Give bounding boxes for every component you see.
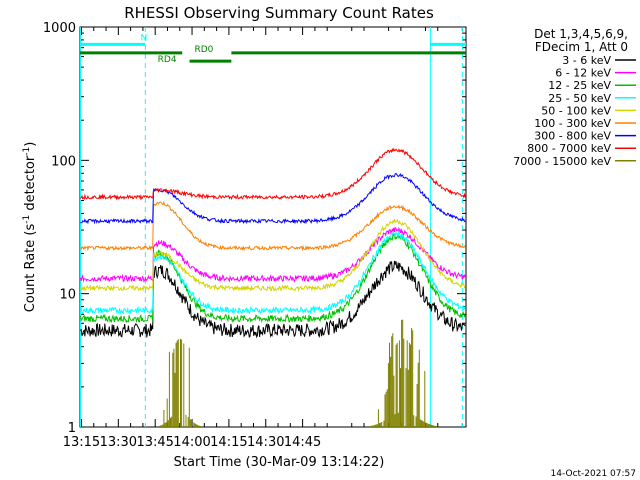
legend-label-6: 300 - 800 keV: [534, 130, 611, 143]
legend-label-4: 50 - 100 keV: [541, 104, 611, 117]
legend-label-0: 3 - 6 keV: [562, 54, 611, 67]
series-line-1: [80, 226, 466, 283]
series-line-6: [80, 172, 466, 225]
plot-area: 13:15 13:30 13:45 14:00 14:15 14:30 14:45 1 10 10…: [43, 21, 467, 450]
chart-title: RHESSI Observing Summary Count Rates: [124, 4, 434, 22]
series-line-3: [80, 230, 466, 315]
y-axis-label: Count Rate (s-1 detector-1): [22, 142, 38, 313]
legend-label-8: 7000 - 15000 keV: [513, 155, 611, 168]
legend-label-1: 6 - 12 keV: [555, 67, 611, 80]
y-label-mid: detector: [23, 155, 38, 215]
y-label-sup2: -1: [22, 147, 32, 156]
x-tick-label: 14:15: [210, 435, 247, 450]
series-line-4: [80, 218, 466, 293]
y-label-main: Count Rate (s: [23, 224, 38, 313]
legend-label-7: 800 - 7000 keV: [527, 142, 611, 155]
y-tick-label: 1: [68, 421, 76, 436]
legend-header-2: FDecim 1, Att 0: [535, 40, 628, 54]
x-tick-label: 14:30: [247, 435, 284, 450]
y-tick-label: 10: [59, 288, 76, 303]
x-tick-label: 13:45: [136, 435, 173, 450]
legend-label-5: 100 - 300 keV: [534, 117, 611, 130]
x-tick-label: 14:45: [284, 435, 321, 450]
x-tick-label: 13:15: [63, 435, 100, 450]
legend-label-3: 25 - 50 keV: [548, 92, 611, 105]
x-tick-label: 13:30: [100, 435, 137, 450]
legend-label-2: 12 - 25 keV: [548, 79, 611, 92]
state-label-rd4: RD4: [158, 55, 177, 65]
x-axis-label: Start Time (30-Mar-09 13:14:22): [174, 455, 385, 470]
y-label-end: ): [23, 142, 38, 147]
series-line-0: [80, 260, 466, 339]
legend-header-1: Det 1,3,4,5,6,9,: [534, 27, 628, 41]
y-tick-label: 100: [51, 154, 76, 169]
x-tick-label: 14:00: [173, 435, 210, 450]
series-line-8: [159, 319, 438, 427]
series-line-7: [80, 147, 466, 201]
y-tick-label: 1000: [43, 21, 76, 36]
footer-date: 14-Oct-2021 07:57: [551, 469, 636, 479]
state-label-rd0: RD0: [194, 45, 213, 55]
series-line-5: [80, 200, 466, 252]
y-label-sup1: -1: [22, 215, 32, 224]
state-label-n: N: [140, 34, 147, 44]
